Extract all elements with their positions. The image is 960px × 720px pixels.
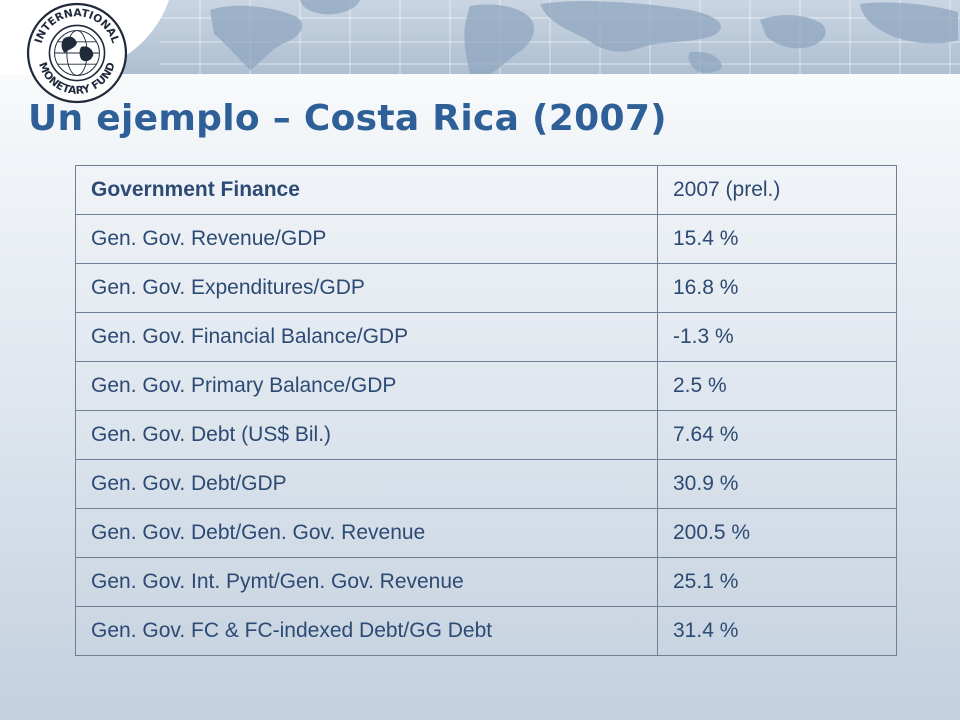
row-value: 7.64 % (657, 410, 897, 460)
imf-seal-icon: INTERNATIONAL MONETARY FUND (26, 2, 128, 104)
row-label: Gen. Gov. Financial Balance/GDP (75, 312, 658, 362)
table-header-row: Government Finance 2007 (prel.) (75, 165, 897, 215)
government-finance-table: Government Finance 2007 (prel.) Gen. Gov… (75, 165, 897, 656)
table-row: Gen. Gov. Debt/GDP 30.9 % (75, 459, 897, 509)
row-value: -1.3 % (657, 312, 897, 362)
row-label: Gen. Gov. Debt/GDP (75, 459, 658, 509)
table-row: Gen. Gov. Revenue/GDP 15.4 % (75, 214, 897, 264)
row-value: 30.9 % (657, 459, 897, 509)
table-row: Gen. Gov. Primary Balance/GDP 2.5 % (75, 361, 897, 411)
world-map-graphic (160, 0, 960, 74)
row-value: 31.4 % (657, 606, 897, 656)
row-label: Gen. Gov. FC & FC-indexed Debt/GG Debt (75, 606, 658, 656)
header-label: Government Finance (75, 165, 658, 215)
row-value: 16.8 % (657, 263, 897, 313)
row-value: 2.5 % (657, 361, 897, 411)
row-label: Gen. Gov. Expenditures/GDP (75, 263, 658, 313)
row-label: Gen. Gov. Revenue/GDP (75, 214, 658, 264)
header-year: 2007 (prel.) (657, 165, 897, 215)
row-value: 25.1 % (657, 557, 897, 607)
slide-title: Un ejemplo – Costa Rica (2007) (28, 98, 667, 139)
table-row: Gen. Gov. Expenditures/GDP 16.8 % (75, 263, 897, 313)
row-label: Gen. Gov. Debt/Gen. Gov. Revenue (75, 508, 658, 558)
row-label: Gen. Gov. Int. Pymt/Gen. Gov. Revenue (75, 557, 658, 607)
row-value: 200.5 % (657, 508, 897, 558)
table-row: Gen. Gov. Debt/Gen. Gov. Revenue 200.5 % (75, 508, 897, 558)
header-banner (0, 0, 960, 74)
table-row: Gen. Gov. FC & FC-indexed Debt/GG Debt 3… (75, 606, 897, 656)
table-row: Gen. Gov. Debt (US$ Bil.) 7.64 % (75, 410, 897, 460)
row-value: 15.4 % (657, 214, 897, 264)
row-label: Gen. Gov. Debt (US$ Bil.) (75, 410, 658, 460)
table-row: Gen. Gov. Int. Pymt/Gen. Gov. Revenue 25… (75, 557, 897, 607)
row-label: Gen. Gov. Primary Balance/GDP (75, 361, 658, 411)
table-row: Gen. Gov. Financial Balance/GDP -1.3 % (75, 312, 897, 362)
